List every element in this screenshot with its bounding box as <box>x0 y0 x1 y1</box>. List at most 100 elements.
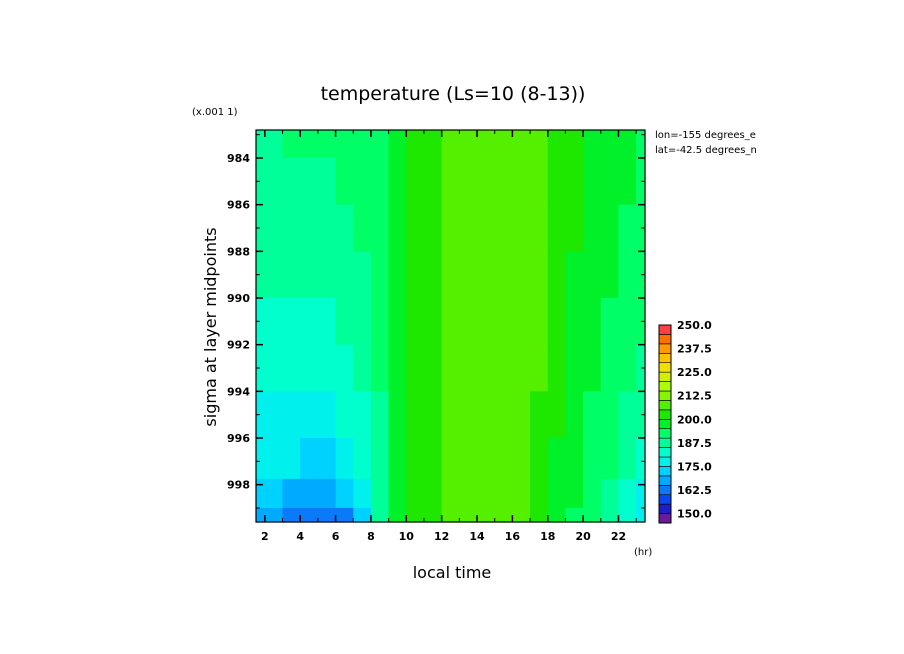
y-tick-label: 986 <box>227 199 250 212</box>
heatmap-cell <box>406 508 425 523</box>
heatmap-cell <box>618 251 637 299</box>
heatmap-cell <box>388 130 407 159</box>
heatmap-cell <box>317 478 337 509</box>
heatmap-cell <box>406 158 425 206</box>
heatmap-cell <box>494 391 513 439</box>
colorbar-segment <box>658 494 672 505</box>
heatmap-cell <box>600 130 620 159</box>
heatmap-cell <box>256 251 266 299</box>
heatmap-cell <box>565 438 584 480</box>
heatmap-cell <box>441 391 460 439</box>
heatmap-cell <box>477 130 496 159</box>
heatmap-cell <box>388 508 407 523</box>
y-tick-label: 984 <box>227 152 250 165</box>
heatmap-cell <box>335 344 354 392</box>
heatmap-cell <box>317 204 337 252</box>
colorbar-segment <box>658 352 672 364</box>
y-axis-label: sigma at layer midpoints <box>201 227 220 426</box>
colorbar-segment <box>658 418 672 430</box>
heatmap-cell <box>547 438 567 480</box>
heatmap-cell <box>335 130 354 159</box>
heatmap-cell <box>618 438 637 480</box>
heatmap-cell <box>441 478 460 509</box>
heatmap-cell <box>282 478 301 509</box>
colorbar-segment <box>658 334 672 345</box>
heatmap-cell <box>494 438 513 480</box>
heatmap-cell <box>547 251 567 299</box>
lat-annotation: lat=-42.5 degrees_n <box>655 145 757 156</box>
heatmap-cell <box>335 298 354 346</box>
heatmap-cell <box>583 391 602 439</box>
colorbar-segment <box>658 437 672 448</box>
heatmap-cell <box>300 508 319 523</box>
heatmap-cell <box>512 438 531 480</box>
heatmap-cell <box>282 158 301 206</box>
colorbar-segment <box>658 381 672 392</box>
heatmap-cell <box>282 438 301 480</box>
heatmap-cell <box>494 478 513 509</box>
heatmap-cell <box>317 344 337 392</box>
heatmap-cell <box>441 298 460 346</box>
heatmap-cell <box>441 438 460 480</box>
heatmap-cell <box>512 251 531 299</box>
heatmap-cell <box>459 130 478 159</box>
heatmap-cell <box>406 344 425 392</box>
x-tick-label: 6 <box>332 530 340 543</box>
heatmap-cell <box>530 251 549 299</box>
heatmap-cell <box>583 130 602 159</box>
x-tick-label: 22 <box>611 530 626 543</box>
heatmap-cell <box>300 251 319 299</box>
heatmap-cell <box>636 438 646 480</box>
heatmap-cell <box>423 298 443 346</box>
heatmap-cell <box>388 204 407 252</box>
colorbar-segment <box>658 400 672 411</box>
heatmap-cell <box>406 391 425 439</box>
heatmap-cell <box>264 478 284 509</box>
heatmap-cell <box>441 508 460 523</box>
heatmap-cell <box>583 508 602 523</box>
heatmap-cell <box>477 478 496 509</box>
heatmap-cell <box>477 298 496 346</box>
colorbar-segment <box>658 371 672 382</box>
colorbar-segment <box>658 484 672 496</box>
heatmap-cell <box>370 391 390 439</box>
x-tick-label: 10 <box>399 530 415 543</box>
heatmap-cell <box>282 204 301 252</box>
heatmap-cell <box>423 508 443 523</box>
heatmap-cell <box>459 204 478 252</box>
heatmap-cell <box>353 344 372 392</box>
heatmap-cell <box>600 438 620 480</box>
x-tick-label: 18 <box>540 530 555 543</box>
colorbar-segment <box>658 456 672 467</box>
y-axis-ticks: 984 986 988 990 992 994 996 998 <box>227 134 645 509</box>
heatmap-cell <box>459 438 478 480</box>
heatmap-cell <box>494 158 513 206</box>
heatmap-cell <box>530 508 549 523</box>
x-axis-ticks: 2 4 6 8 10 12 14 16 18 20 22 <box>261 130 637 543</box>
heatmap-cell <box>547 158 567 206</box>
x-tick-label: 14 <box>469 530 485 543</box>
heatmap-cell <box>335 158 354 206</box>
heatmap-cell <box>256 508 266 523</box>
heatmap-cell <box>441 130 460 159</box>
heatmap-cell <box>512 204 531 252</box>
heatmap-cell <box>300 158 319 206</box>
heatmap-cell <box>256 130 266 159</box>
colorbar-segment <box>658 513 672 524</box>
heatmap-cell <box>565 391 584 439</box>
heatmap-cell <box>388 391 407 439</box>
heatmap-cell <box>530 478 549 509</box>
heatmap-cell <box>370 158 390 206</box>
heatmap-cell <box>282 344 301 392</box>
heatmap-cell <box>530 298 549 346</box>
heatmap-cell <box>353 438 372 480</box>
heatmap-cell <box>565 508 584 523</box>
heatmap-cell <box>353 204 372 252</box>
heatmap-cell <box>636 344 646 392</box>
heatmap-cell <box>583 204 602 252</box>
heatmap-cell <box>317 298 337 346</box>
x-tick-label: 8 <box>367 530 375 543</box>
heatmap-cell <box>547 344 567 392</box>
heatmap-cell <box>423 344 443 392</box>
heatmap-cell <box>600 478 620 509</box>
